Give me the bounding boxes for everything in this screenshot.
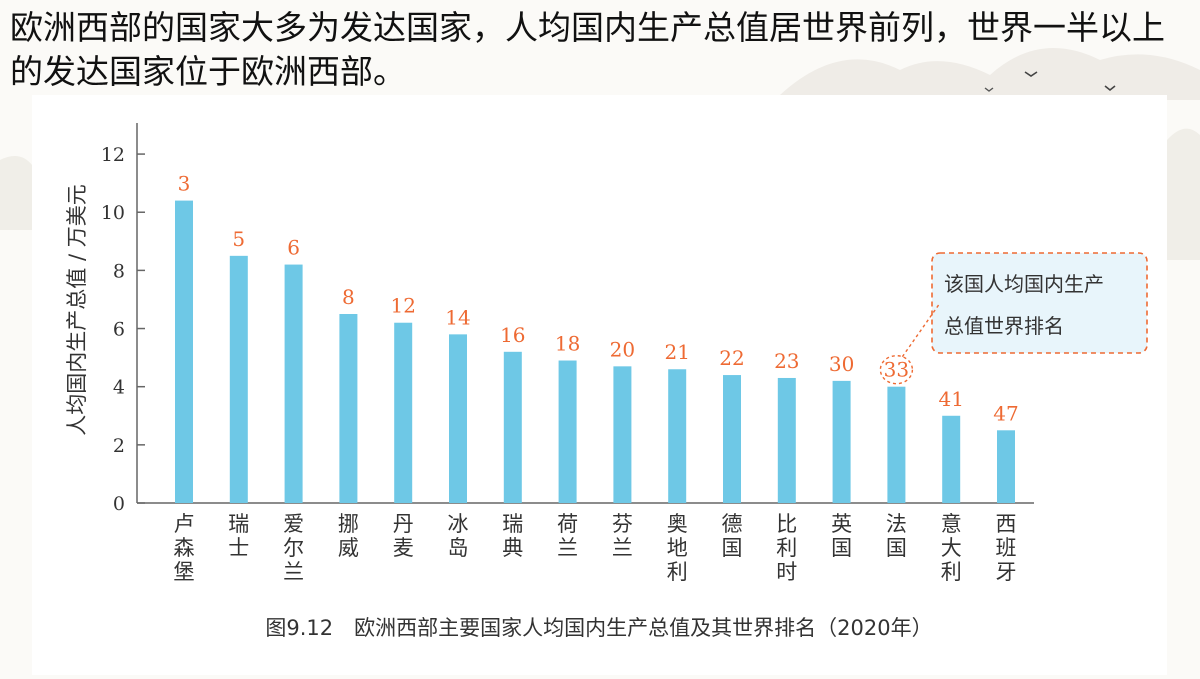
bird-icon (1024, 71, 1038, 77)
page-heading: 欧洲西部的国家大多为发达国家，人均国内生产总值居世界前列，世界一半以上的发达国家… (10, 8, 1165, 91)
bar (723, 375, 741, 503)
rank-label: 33 (884, 358, 909, 382)
bar (942, 415, 961, 503)
category-label: 英国 (831, 512, 852, 560)
bar (449, 334, 467, 503)
rank-label: 22 (719, 346, 744, 370)
category-label: 荷兰 (557, 512, 578, 560)
bar (997, 430, 1015, 503)
bar (503, 351, 522, 503)
bird-icon (984, 87, 994, 92)
bar-chart: 0 2 4 6 8 10 12 3 卢森堡 5 瑞士 6 爱尔兰 8 挪威 12 丹麦 14 冰岛 16 瑞典 18 荷兰… (65, 123, 1148, 640)
rank-label: 5 (232, 227, 245, 251)
rank-label: 47 (993, 401, 1018, 425)
rank-label: 41 (938, 387, 963, 411)
rank-label: 8 (342, 285, 355, 309)
rank-label: 23 (774, 349, 799, 373)
bar (284, 264, 303, 503)
callout-box (931, 252, 1148, 354)
y-tick-label: 12 (101, 144, 125, 166)
bird-icon (1104, 85, 1116, 92)
category-label: 瑞典 (502, 512, 523, 560)
callout-line-1: 该国人均国内生产 (944, 272, 1104, 296)
rank-callout: 该国人均国内生产 总值世界排名 (879, 252, 1148, 385)
bar (613, 366, 632, 503)
bar (777, 377, 796, 503)
bar (668, 369, 687, 503)
bar (175, 200, 193, 503)
bar (887, 386, 906, 503)
rank-label: 6 (287, 236, 300, 260)
category-label: 瑞士 (228, 512, 249, 560)
rank-label: 21 (664, 340, 689, 364)
y-axis-label: 人均国内生产总值 / 万美元 (65, 184, 89, 435)
bar (558, 360, 577, 503)
category-label: 卢森堡 (174, 512, 195, 584)
chart-panel: 0 2 4 6 8 10 12 3 卢森堡 5 瑞士 6 爱尔兰 8 挪威 12 丹麦 14 冰岛 16 瑞典 18 荷兰… (32, 95, 1167, 675)
rank-label: 12 (390, 294, 415, 318)
y-tick-label: 0 (113, 493, 125, 515)
chart-labels: 3 卢森堡 5 瑞士 6 爱尔兰 8 挪威 12 丹麦 14 冰岛 16 瑞典 18 荷兰 20 芬兰 21 奥地利 2… (174, 172, 1019, 584)
y-tick-label: 2 (113, 435, 125, 457)
bar (394, 322, 413, 503)
category-label: 冰岛 (448, 512, 469, 560)
figure-caption: 图9.12 欧洲西部主要国家人均国内生产总值及其世界排名（2020年） (265, 616, 932, 640)
bar (339, 314, 358, 503)
category-label: 奥地利 (667, 512, 688, 584)
category-label: 西班牙 (996, 512, 1017, 584)
callout-leader-line (901, 302, 941, 358)
category-label: 芬兰 (612, 512, 633, 560)
bar (229, 255, 248, 503)
bar (832, 380, 851, 503)
category-label: 丹麦 (393, 512, 414, 560)
highlight-ring (879, 354, 914, 385)
rank-label: 16 (500, 323, 525, 347)
category-label: 法国 (886, 512, 907, 560)
category-label: 爱尔兰 (283, 512, 304, 584)
y-tick-label: 4 (113, 377, 125, 399)
chart-bars (175, 200, 1015, 503)
rank-label: 20 (610, 337, 635, 361)
y-tick-label: 8 (113, 260, 125, 282)
category-label: 意大利 (941, 512, 962, 584)
rank-label: 3 (178, 172, 191, 196)
y-tick-label: 6 (113, 319, 125, 341)
rank-label: 14 (445, 305, 470, 329)
y-tick-label: 10 (101, 202, 125, 224)
callout-line-2: 总值世界排名 (944, 314, 1064, 338)
rank-label: 30 (829, 352, 854, 376)
category-label: 德国 (722, 512, 743, 560)
category-label: 比利时 (776, 512, 797, 584)
category-label: 挪威 (338, 512, 359, 560)
rank-label: 18 (555, 332, 580, 356)
